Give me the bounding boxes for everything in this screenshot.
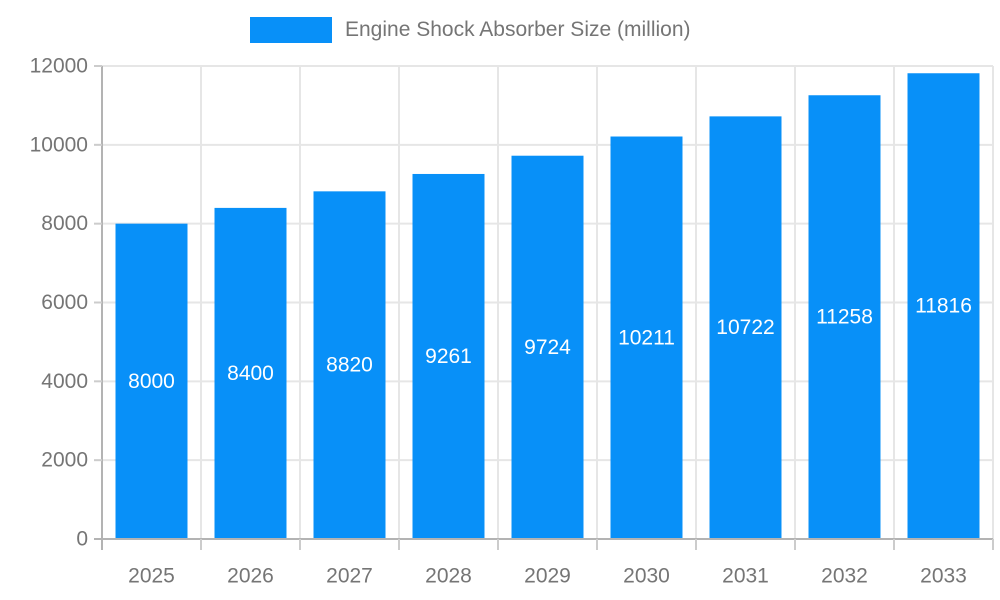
- legend-swatch: [250, 17, 332, 43]
- x-axis-label: 2025: [128, 565, 175, 588]
- bar-value-label: 8400: [227, 362, 274, 385]
- x-axis-label: 2032: [821, 565, 868, 588]
- bar-value-label: 10211: [618, 326, 675, 349]
- x-axis-label: 2031: [722, 565, 769, 588]
- x-axis-label: 2028: [425, 565, 472, 588]
- y-axis-label: 6000: [41, 291, 88, 314]
- bar-value-label: 11258: [816, 306, 873, 329]
- y-axis-label: 8000: [41, 212, 88, 235]
- y-axis-label: 10000: [30, 133, 88, 156]
- bar-2025[interactable]: [115, 223, 188, 539]
- y-axis-label: 4000: [41, 370, 88, 393]
- bar-2030[interactable]: [610, 136, 683, 539]
- x-axis-label: 2026: [227, 565, 274, 588]
- bar-2031[interactable]: [709, 116, 782, 539]
- bar-2029[interactable]: [511, 155, 584, 539]
- bar-2033[interactable]: [907, 73, 980, 539]
- y-axis-label: 12000: [30, 55, 88, 78]
- bar-2026[interactable]: [214, 207, 287, 539]
- x-axis-label: 2027: [326, 565, 373, 588]
- bar-2032[interactable]: [808, 95, 881, 540]
- y-axis-label: 2000: [41, 449, 88, 472]
- bar-value-label: 8820: [326, 354, 373, 377]
- bar-2027[interactable]: [313, 191, 386, 539]
- legend-item[interactable]: Engine Shock Absorber Size (million): [250, 17, 691, 43]
- x-axis-label: 2029: [524, 565, 571, 588]
- bar-value-label: 8000: [128, 370, 175, 393]
- x-axis-label: 2033: [920, 565, 967, 588]
- bar-value-label: 11816: [915, 295, 972, 318]
- bar-value-label: 9724: [524, 336, 571, 359]
- bar-value-label: 10722: [716, 316, 774, 339]
- y-axis-label: 0: [76, 528, 88, 551]
- legend-label: Engine Shock Absorber Size (million): [345, 18, 691, 41]
- bar-value-label: 9261: [425, 345, 472, 368]
- x-axis-label: 2030: [623, 565, 670, 588]
- bar-2028[interactable]: [412, 173, 485, 539]
